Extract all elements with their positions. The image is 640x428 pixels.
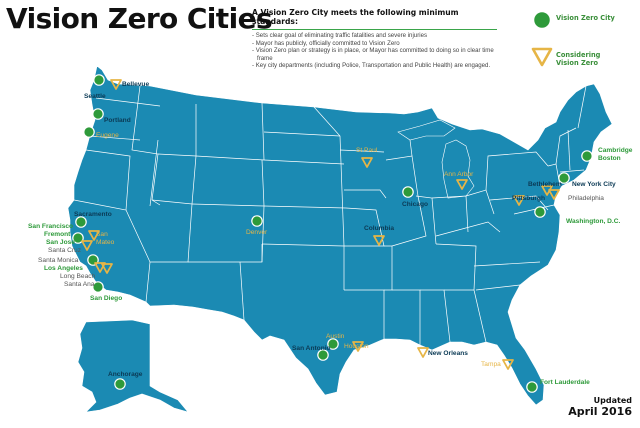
label-portland: Portland — [104, 117, 131, 124]
label-san-francisco: San Francisco — [28, 223, 73, 230]
label-santa-ana: Santa Ana — [64, 281, 95, 288]
standards-item: Mayor has publicly, officially committed… — [252, 40, 497, 48]
updated-stamp: Updated April 2016 — [568, 396, 632, 418]
label-long-beach: Long Beach — [60, 273, 96, 280]
legend-considering: Considering Vision Zero — [530, 45, 640, 69]
considering-marker — [88, 230, 100, 241]
vz-city-marker — [534, 206, 546, 218]
considering-marker — [352, 341, 364, 352]
label-new-orleans: New Orleans — [428, 350, 468, 357]
label-boston: Boston — [598, 155, 621, 162]
label-tampa: Tampa — [481, 361, 501, 368]
label-ann-arbor: Ann Arbor — [444, 171, 474, 178]
updated-date: April 2016 — [568, 405, 632, 418]
considering-marker — [417, 347, 429, 358]
vz-city-marker — [83, 126, 95, 138]
label-san-antonio: San Antonio — [292, 345, 331, 352]
label-pittsburgh: Pittsburgh — [512, 195, 545, 202]
vz-city-marker — [72, 232, 84, 244]
considering-marker — [456, 179, 468, 190]
label-anchorage: Anchorage — [108, 371, 143, 378]
label-seattle: Seattle — [84, 93, 106, 100]
vz-city-marker — [92, 108, 104, 120]
label-cambridge: Cambridge — [598, 147, 633, 154]
vz-city-marker — [93, 74, 105, 86]
considering-marker — [110, 79, 122, 90]
label-san-diego: San Diego — [90, 295, 122, 302]
label-san-mateo-1: San — [96, 231, 108, 238]
label-st-paul: St Paul — [356, 147, 378, 154]
label-sacramento: Sacramento — [74, 211, 112, 218]
standards-box: A Vision Zero City meets the following m… — [252, 8, 497, 70]
legend-vz-city: Vision Zero City — [530, 8, 640, 32]
standards-heading: A Vision Zero City meets the following m… — [252, 8, 497, 30]
vz-city-marker — [92, 281, 104, 293]
label-eugene: Eugene — [96, 132, 119, 139]
considering-marker — [502, 359, 514, 370]
michigan-upper-peninsula — [397, 119, 456, 141]
legend-considering-label: Considering Vision Zero — [556, 51, 601, 67]
vz-city-marker — [402, 186, 414, 198]
label-fort-lauderdale: Fort Lauderdale — [540, 379, 590, 386]
label-washington-dc: Washington, D.C. — [566, 218, 620, 225]
state-borders — [73, 85, 587, 345]
legend-vz-city-label: Vision Zero City — [556, 14, 615, 22]
considering-marker — [513, 195, 525, 206]
standards-item: Vision Zero plan or strategy is in place… — [252, 47, 497, 62]
legend: Vision Zero City Considering Vision Zero — [530, 8, 640, 82]
standards-item: Sets clear goal of eliminating traffic f… — [252, 32, 497, 40]
vz-city-marker — [558, 172, 570, 184]
label-bethlehem: Bethlehem — [528, 181, 562, 188]
us-landmass — [67, 65, 613, 406]
vz-city-marker — [581, 150, 593, 162]
updated-label: Updated — [593, 396, 632, 405]
label-columbia: Columbia — [364, 225, 394, 232]
considering-marker — [373, 235, 385, 246]
vz-city-marker — [317, 349, 329, 361]
page-title: Vision Zero Cities — [6, 2, 273, 35]
city-labels: Bellevue Seattle Portland Eugene Sacrame… — [28, 81, 633, 386]
considering-marker — [101, 263, 113, 274]
considering-marker — [94, 262, 106, 273]
standards-item: Key city departments (including Police, … — [252, 62, 497, 70]
label-houston: Houston — [344, 343, 369, 350]
vz-city-marker — [114, 378, 126, 390]
alaska — [77, 319, 189, 413]
label-santa-monica: Santa Monica — [38, 257, 79, 264]
label-chicago: Chicago — [402, 201, 428, 208]
label-austin: Austin — [326, 333, 345, 340]
standards-list: Sets clear goal of eliminating traffic f… — [252, 32, 497, 70]
vz-city-marker — [75, 216, 87, 228]
label-santa-cruz: Santa Cruz — [48, 247, 81, 254]
considering-marker-icon — [531, 47, 553, 67]
label-fremont: Fremont — [44, 231, 71, 238]
vision-zero-city-marker-icon — [532, 10, 552, 30]
label-new-york-city: New York City — [572, 181, 616, 188]
vz-city-marker — [526, 381, 538, 393]
considering-marker — [81, 240, 93, 251]
label-san-mateo-2: Mateo — [96, 239, 115, 246]
vz-city-marker — [251, 215, 263, 227]
considering-marker — [548, 189, 560, 200]
label-san-jose: San Jose — [46, 239, 75, 246]
label-philadelphia: Philadelphia — [568, 195, 604, 202]
label-los-angeles: Los Angeles — [44, 265, 83, 272]
label-denver: Denver — [246, 229, 268, 236]
considering-markers — [81, 79, 560, 370]
vz-city-marker — [327, 338, 339, 350]
label-bellevue: Bellevue — [122, 81, 149, 88]
vz-city-markers — [72, 74, 593, 393]
considering-marker — [361, 157, 373, 168]
